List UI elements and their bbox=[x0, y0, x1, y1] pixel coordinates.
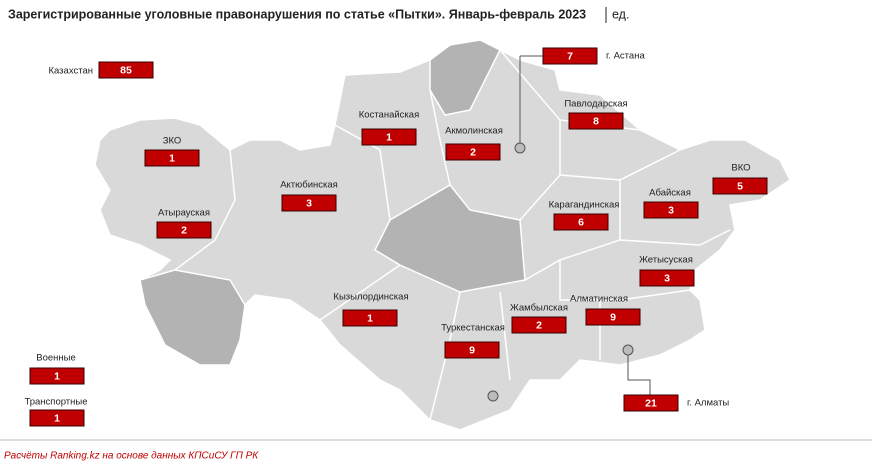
value-box bbox=[156, 221, 212, 239]
region-value: 7 bbox=[567, 50, 573, 62]
value-box bbox=[511, 316, 567, 334]
region-name: Туркестанская bbox=[441, 323, 505, 334]
region-name: Военные bbox=[36, 353, 76, 364]
value-box bbox=[29, 409, 85, 427]
region-borders bbox=[174, 49, 731, 421]
region-name: г. Алматы bbox=[687, 398, 729, 409]
city-pin bbox=[622, 344, 634, 356]
source: Расчёты Ranking.kz на основе данных КПСи… bbox=[4, 451, 259, 462]
value-box bbox=[29, 367, 85, 385]
region-value: 3 bbox=[668, 204, 674, 216]
region-name: ВКО bbox=[731, 163, 750, 174]
region-name: Павлодарская bbox=[564, 99, 627, 110]
unit: ед. bbox=[612, 7, 629, 21]
value-box bbox=[542, 47, 598, 65]
region-name: г. Астана bbox=[606, 51, 645, 62]
leader-line bbox=[627, 350, 651, 395]
region-value: 85 bbox=[120, 64, 132, 76]
region-value: 1 bbox=[54, 370, 60, 382]
value-box bbox=[281, 194, 337, 212]
value-box bbox=[144, 149, 200, 167]
region-name: Актюбинская bbox=[280, 180, 338, 191]
region-name: Кызылординская bbox=[333, 292, 408, 303]
map bbox=[94, 39, 791, 431]
region-name: Атырауская bbox=[158, 208, 210, 219]
value-box bbox=[643, 201, 699, 219]
region-name: Транспортные bbox=[24, 397, 87, 408]
region-name: Казахстан bbox=[48, 66, 93, 77]
title: Зарегистрированные уголовные правонаруше… bbox=[8, 7, 586, 21]
region-name: Жетысуская bbox=[639, 255, 693, 266]
value-box bbox=[553, 213, 609, 231]
region-value: 3 bbox=[664, 272, 670, 284]
region-name: Костанайская bbox=[359, 110, 419, 121]
region-name: Алматинская bbox=[570, 294, 628, 305]
region-value: 2 bbox=[470, 146, 476, 158]
region-value: 5 bbox=[737, 180, 743, 192]
value-box bbox=[623, 394, 679, 412]
region-name: Жамбылская bbox=[510, 303, 568, 314]
region-value: 9 bbox=[610, 311, 616, 323]
region-value: 9 bbox=[469, 344, 475, 356]
region-name: Карагандинская bbox=[549, 200, 620, 211]
region-value: 1 bbox=[169, 152, 175, 164]
value-box bbox=[639, 269, 695, 287]
region-value: 21 bbox=[645, 397, 657, 409]
region-name: ЗКО bbox=[163, 136, 182, 147]
region-value: 1 bbox=[367, 312, 373, 324]
region-value: 1 bbox=[386, 131, 392, 143]
value-box bbox=[361, 128, 417, 146]
city-pin bbox=[487, 390, 499, 402]
value-box bbox=[568, 112, 624, 130]
value-box bbox=[585, 308, 641, 326]
value-box bbox=[445, 143, 501, 161]
city-pin bbox=[514, 142, 526, 154]
region-value: 2 bbox=[181, 224, 187, 236]
region-value: 8 bbox=[593, 115, 599, 127]
value-box bbox=[712, 177, 768, 195]
value-box bbox=[342, 309, 398, 327]
region-value: 2 bbox=[536, 319, 542, 331]
value-box bbox=[98, 61, 154, 79]
region-name: Абайская bbox=[649, 188, 691, 199]
north-region bbox=[429, 39, 502, 116]
region-value: 1 bbox=[54, 412, 60, 424]
value-box bbox=[444, 341, 500, 359]
region-value: 3 bbox=[306, 197, 312, 209]
region-name: Акмолинская bbox=[445, 126, 503, 137]
region-value: 6 bbox=[578, 216, 584, 228]
mangystau-region bbox=[139, 269, 246, 366]
